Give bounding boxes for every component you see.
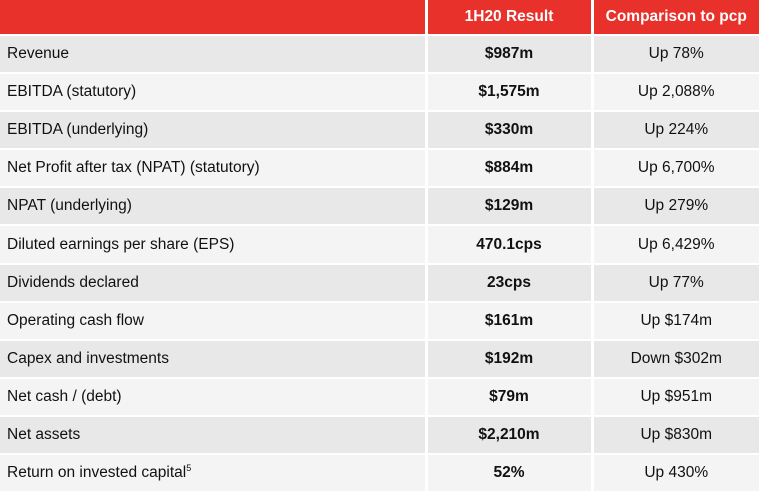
- table-row: Dividends declared 23cps Up 77%: [0, 262, 759, 302]
- metric-label: Net Profit after tax (NPAT) (statutory): [0, 148, 426, 188]
- table-row: Return on invested capital5 52% Up 430%: [0, 453, 759, 491]
- header-row: 1H20 Result Comparison to pcp: [0, 0, 759, 35]
- metric-label: EBITDA (underlying): [0, 110, 426, 150]
- table-row: NPAT (underlying) $129m Up 279%: [0, 186, 759, 226]
- metric-label: Diluted earnings per share (EPS): [0, 224, 426, 264]
- metric-label: Net assets: [0, 414, 426, 455]
- result-value: $330m: [424, 110, 592, 150]
- comparison-value: Up 224%: [590, 110, 759, 150]
- metric-cell: Return on invested capital5: [0, 453, 426, 491]
- table-row: Net cash / (debt) $79m Up $951m: [0, 376, 759, 416]
- comparison-value: Up 430%: [590, 453, 759, 491]
- result-value: 470.1cps: [424, 224, 592, 264]
- comparison-value: Up 77%: [590, 262, 759, 302]
- comparison-value: Up 6,700%: [590, 148, 759, 188]
- comparison-value: Up 78%: [590, 33, 759, 74]
- comparison-value: Up $174m: [590, 300, 759, 340]
- result-value: $884m: [424, 148, 592, 188]
- result-value: $987m: [424, 33, 592, 74]
- table-row: Capex and investments $192m Down $302m: [0, 338, 759, 378]
- header-comparison: Comparison to pcp: [590, 0, 759, 35]
- result-value: $1,575m: [424, 72, 592, 112]
- result-value: 52%: [424, 453, 592, 491]
- table-row: Operating cash flow $161m Up $174m: [0, 300, 759, 340]
- table-row: Revenue $987m Up 78%: [0, 33, 759, 74]
- metric-label: EBITDA (statutory): [0, 72, 426, 112]
- result-value: $79m: [424, 376, 592, 416]
- metric-label: Net cash / (debt): [0, 376, 426, 416]
- comparison-value: Up 2,088%: [590, 72, 759, 112]
- metric-label: Operating cash flow: [0, 300, 426, 340]
- table-row: Net Profit after tax (NPAT) (statutory) …: [0, 148, 759, 188]
- table-row: Diluted earnings per share (EPS) 470.1cp…: [0, 224, 759, 264]
- table-row: EBITDA (statutory) $1,575m Up 2,088%: [0, 72, 759, 112]
- metric-label: Dividends declared: [0, 262, 426, 302]
- result-value: $192m: [424, 338, 592, 378]
- comparison-value: Up $951m: [590, 376, 759, 416]
- header-metric: [0, 0, 426, 35]
- comparison-value: Up 6,429%: [590, 224, 759, 264]
- result-value: 23cps: [424, 262, 592, 302]
- header-result: 1H20 Result: [424, 0, 592, 35]
- comparison-value: Up 279%: [590, 186, 759, 226]
- metric-label: NPAT (underlying): [0, 186, 426, 226]
- table-row: EBITDA (underlying) $330m Up 224%: [0, 110, 759, 150]
- metric-label: Return on invested capital: [7, 464, 187, 482]
- table-row: Net assets $2,210m Up $830m: [0, 414, 759, 455]
- metric-label: Capex and investments: [0, 338, 426, 378]
- comparison-value: Down $302m: [590, 338, 759, 378]
- result-value: $129m: [424, 186, 592, 226]
- result-value: $161m: [424, 300, 592, 340]
- comparison-value: Up $830m: [590, 414, 759, 455]
- metric-label: Revenue: [0, 33, 426, 74]
- result-value: $2,210m: [424, 414, 592, 455]
- footnote-marker: 5: [186, 462, 192, 473]
